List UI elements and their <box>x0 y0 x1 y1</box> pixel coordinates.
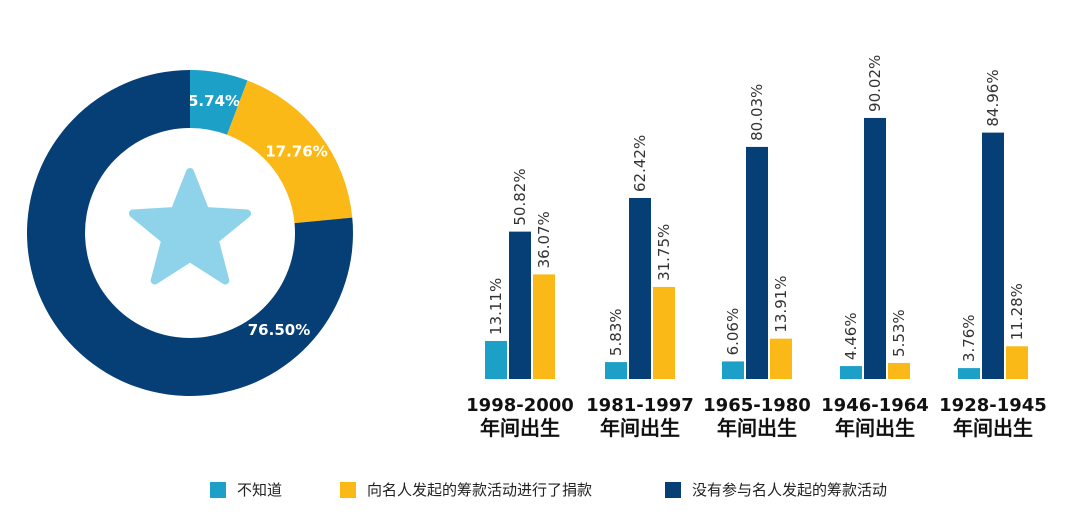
bar-2-1 <box>746 146 768 379</box>
donut-chart: 5.74% 17.76% 76.50% <box>27 70 354 396</box>
bar-value-label-4-2: 11.28% <box>1008 283 1026 340</box>
bar-2-0 <box>722 361 744 379</box>
legend: 不知道 向名人发起的筹款活动进行了捐款 没有参与名人发起的筹款活动 <box>210 481 887 499</box>
donut-slice-label-1: 17.76% <box>265 143 327 161</box>
bar-2-2 <box>770 338 792 379</box>
legend-swatch-1 <box>340 482 356 498</box>
bar-3-1 <box>864 117 886 379</box>
bar-value-label-3-1: 90.02% <box>866 55 884 112</box>
legend-label-2: 没有参与名人发起的筹款活动 <box>692 481 887 499</box>
bar-value-label-0-2: 36.07% <box>535 211 553 268</box>
category-label-years-4: 1928-1945 <box>939 395 1047 416</box>
bar-1-0 <box>605 362 627 379</box>
donut-slice-label-0: 5.74% <box>188 92 240 110</box>
bar-chart: 13.11%50.82%36.07%1998-2000年间出生5.83%62.4… <box>466 55 1047 440</box>
donut-slice-1 <box>227 80 353 224</box>
bar-value-label-4-0: 3.76% <box>960 314 978 362</box>
bar-4-0 <box>958 368 980 379</box>
bar-4-1 <box>982 132 1004 379</box>
bar-0-0 <box>485 340 507 379</box>
bar-value-label-1-0: 5.83% <box>607 308 625 356</box>
donut-slice-2 <box>27 70 354 396</box>
bar-1-2 <box>653 286 675 379</box>
category-label-suffix-4: 年间出生 <box>953 416 1033 440</box>
bar-0-2 <box>533 274 555 379</box>
bar-value-label-2-1: 80.03% <box>748 84 766 141</box>
bar-0-1 <box>509 231 531 379</box>
bar-value-label-0-1: 50.82% <box>511 168 529 225</box>
category-label-suffix-2: 年间出生 <box>717 416 797 440</box>
category-label-years-1: 1981-1997 <box>586 395 694 416</box>
bar-value-label-1-1: 62.42% <box>631 135 649 192</box>
legend-label-0: 不知道 <box>237 481 282 499</box>
bar-value-label-1-2: 31.75% <box>655 224 673 281</box>
legend-swatch-2 <box>665 482 681 498</box>
category-label-years-3: 1946-1964 <box>821 395 929 416</box>
legend-label-1: 向名人发起的筹款活动进行了捐款 <box>367 481 592 499</box>
star-icon <box>128 168 252 285</box>
bar-value-label-0-0: 13.11% <box>487 278 505 335</box>
donut-slice-0 <box>190 70 248 135</box>
bar-4-2 <box>1006 346 1028 379</box>
category-label-suffix-3: 年间出生 <box>835 416 915 440</box>
bar-value-label-3-2: 5.53% <box>890 309 908 357</box>
bar-value-label-4-1: 84.96% <box>984 69 1002 126</box>
category-label-suffix-0: 年间出生 <box>480 416 560 440</box>
category-label-years-2: 1965-1980 <box>703 395 811 416</box>
bar-value-label-3-0: 4.46% <box>842 312 860 360</box>
category-label-suffix-1: 年间出生 <box>600 416 680 440</box>
legend-swatch-0 <box>210 482 226 498</box>
bar-3-0 <box>840 366 862 379</box>
bar-value-label-2-0: 6.06% <box>724 308 742 356</box>
donut-slice-label-2: 76.50% <box>248 321 310 339</box>
category-label-years-0: 1998-2000 <box>466 395 574 416</box>
bar-1-1 <box>629 197 651 379</box>
bar-3-2 <box>888 362 910 379</box>
bar-value-label-2-2: 13.91% <box>772 275 790 332</box>
